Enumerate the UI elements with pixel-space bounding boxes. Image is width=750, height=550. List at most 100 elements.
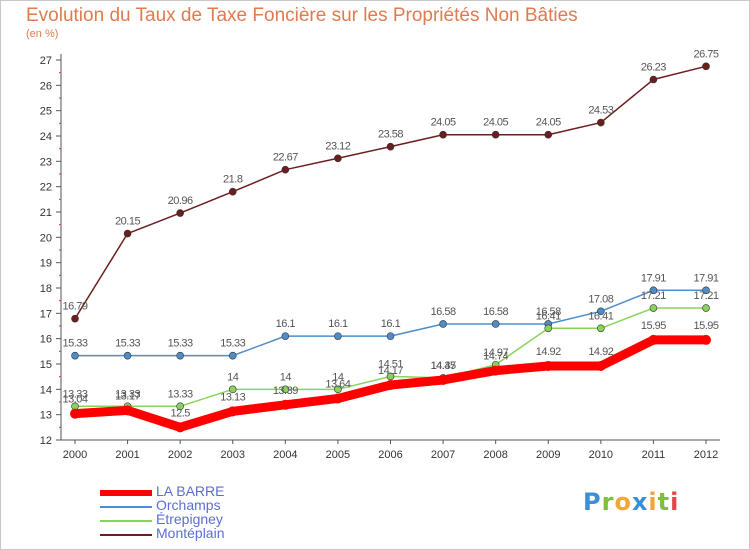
legend-item-orchamps: Orchamps: [100, 497, 300, 514]
point-la-barre: [701, 334, 711, 345]
data-label-monteplain: 24.53: [588, 105, 613, 117]
data-label-monteplain: 23.58: [378, 129, 403, 141]
proxiti-logo: Proxiti: [583, 488, 680, 516]
data-label-monteplain: 16.79: [62, 301, 87, 313]
x-tick-label: 2004: [273, 449, 297, 461]
data-label-etrepigney: 14.51: [378, 358, 403, 370]
point-orchamps: [228, 351, 237, 360]
point-monteplain: [228, 187, 237, 196]
legend: LA BARRE Orchamps Étrepigney Montéplain: [100, 483, 300, 542]
data-label-etrepigney: 13.33: [62, 388, 87, 400]
data-label-la-barre: 12.5: [170, 407, 190, 419]
point-etrepigney: [386, 372, 395, 381]
x-tick-label: 2007: [431, 449, 455, 461]
point-orchamps: [386, 332, 395, 340]
point-orchamps: [439, 320, 447, 328]
series-layer: [70, 62, 711, 433]
data-label-etrepigney: 16.41: [536, 310, 561, 322]
legend-label-monteplain: Montéplain: [156, 525, 225, 541]
legend-swatch-etrepigney: [100, 520, 152, 522]
data-label-orchamps: 17.08: [588, 293, 613, 305]
point-la-barre: [280, 399, 291, 410]
point-la-barre: [543, 361, 554, 372]
x-tick-label: 2003: [221, 449, 245, 461]
point-la-barre: [332, 393, 343, 404]
y-tick-label: 26: [40, 80, 52, 92]
legend-swatch-la-barre: [100, 490, 152, 496]
y-tick-label: 23: [40, 156, 52, 168]
point-orchamps: [71, 351, 79, 360]
legend-item-etrepigney: Étrepigney: [100, 511, 300, 528]
y-axis-unit: (en %): [26, 28, 59, 40]
point-monteplain: [439, 130, 447, 139]
data-label-orchamps: 16.58: [483, 306, 508, 318]
point-monteplain: [334, 154, 342, 163]
data-label-etrepigney: 13.33: [168, 388, 193, 400]
data-label-etrepigney: 14.45: [431, 360, 456, 372]
legend-label-etrepigney: Étrepigney: [156, 511, 223, 527]
point-orchamps: [334, 332, 342, 340]
data-label-orchamps: 17.91: [693, 272, 718, 284]
x-tick-label: 2012: [694, 449, 718, 461]
point-la-barre: [175, 422, 186, 433]
legend-swatch-monteplain: [100, 534, 152, 536]
data-label-la-barre: 14.74: [483, 351, 508, 363]
point-monteplain: [176, 209, 184, 217]
point-monteplain: [491, 130, 500, 139]
point-monteplain: [386, 142, 395, 151]
point-etrepigney: [176, 402, 184, 411]
y-tick-label: 24: [40, 131, 52, 143]
point-orchamps: [491, 320, 500, 328]
point-monteplain: [649, 75, 658, 84]
data-label-orchamps: 16.1: [276, 318, 296, 330]
point-la-barre: [490, 365, 501, 376]
data-label-monteplain: 20.96: [168, 195, 193, 207]
data-label-etrepigney: 17.21: [641, 290, 666, 302]
x-tick-label: 2008: [483, 449, 507, 461]
point-etrepigney: [334, 385, 342, 394]
data-label-la-barre: 14.92: [588, 346, 613, 358]
x-tick-label: 2002: [168, 449, 192, 461]
y-tick-label: 19: [40, 258, 52, 270]
data-label-monteplain: 24.05: [483, 117, 508, 129]
data-label-la-barre: 13.64: [325, 378, 350, 390]
point-la-barre: [648, 334, 659, 345]
data-labels-layer: 16.79 20.15 20.96 21.8 22.67 23.12 23.58 24.05 2…: [62, 48, 719, 419]
data-label-etrepigney: 14: [332, 371, 344, 383]
data-label-monteplain: 20.15: [115, 216, 140, 228]
x-tick-label: 2006: [378, 449, 402, 461]
data-label-monteplain: 22.67: [273, 152, 298, 164]
point-la-barre: [438, 374, 449, 385]
data-label-monteplain: 24.05: [536, 117, 561, 129]
point-orchamps: [281, 332, 290, 340]
axes: 12 13 14 15 16 17 18 19 20 21 22 23 24 25 26 27 2000 2001…: [40, 54, 720, 461]
y-tick-label: 16: [40, 334, 52, 346]
y-tick-label: 27: [40, 55, 52, 67]
x-tick-label: 2011: [642, 449, 666, 461]
data-label-monteplain: 21.8: [223, 174, 243, 186]
point-etrepigney: [702, 304, 710, 312]
data-label-etrepigney: 16.41: [588, 310, 613, 322]
x-tick-label: 2001: [115, 449, 139, 461]
point-la-barre: [70, 408, 80, 419]
point-orchamps: [702, 286, 710, 295]
y-tick-label: 15: [40, 359, 52, 371]
y-tick-label: 13: [40, 410, 52, 422]
data-label-la-barre: 15.95: [693, 320, 718, 332]
y-tick-label: 18: [40, 283, 52, 295]
data-label-monteplain: 23.12: [325, 140, 350, 152]
x-tick-label: 2010: [589, 449, 613, 461]
data-label-orchamps: 15.33: [168, 338, 193, 350]
data-label-la-barre: 13.39: [273, 385, 298, 397]
y-tick-label: 14: [40, 384, 52, 396]
point-orchamps: [597, 307, 605, 316]
legend-swatch-orchamps: [100, 506, 152, 508]
data-label-orchamps: 16.58: [431, 306, 456, 318]
point-etrepigney: [544, 324, 553, 333]
data-label-orchamps: 15.33: [62, 338, 87, 350]
legend-label-la-barre: LA BARRE: [156, 483, 225, 499]
point-monteplain: [702, 62, 710, 71]
data-label-la-barre: 14.37: [431, 360, 456, 372]
